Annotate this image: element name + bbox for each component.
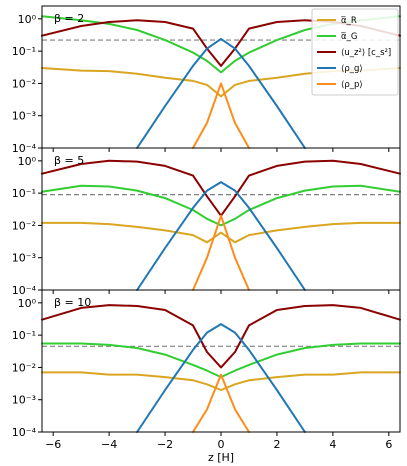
legend-label: α̅_G	[341, 32, 358, 42]
series-line	[192, 82, 250, 149]
panel-2: 10⁻⁴ 10⁻³ 10⁻² 10⁻¹ 10⁰ β = 5	[12, 147, 401, 297]
x-tick-label: 4	[329, 438, 336, 451]
panel-frame	[41, 289, 401, 433]
x-tick-label: −2	[157, 438, 173, 451]
legend: α̅_R α̅_G ⟨u_z²⟩ [c_s²] ⟨ρ_g⟩ ⟨ρ_p⟩	[311, 8, 399, 96]
legend-label: α̅_R	[341, 16, 357, 26]
y-tick-label: 10⁻⁴	[12, 284, 37, 297]
x-axis-title: z [H]	[208, 451, 234, 464]
series-line	[41, 221, 401, 244]
y-tick-label: 10⁰	[18, 13, 37, 26]
panel-label: β = 5	[54, 154, 84, 167]
panel-3: 10⁻⁴ 10⁻³ 10⁻² 10⁻¹ 10⁰ β = 10	[12, 289, 401, 439]
series-line	[41, 184, 401, 227]
y-tick-label: 10⁻³	[12, 252, 36, 265]
series-line	[192, 214, 250, 291]
panel-label: β = 10	[54, 296, 91, 309]
x-tick-label: 0	[218, 438, 225, 451]
y-tick-label: 10⁰	[18, 297, 37, 310]
legend-label: ⟨u_z²⟩ [c_s²]	[341, 48, 391, 58]
y-tick-label: 10⁻⁴	[12, 142, 37, 155]
x-tick-label: −4	[101, 438, 117, 451]
series-line	[41, 371, 401, 391]
series-line	[136, 37, 306, 149]
x-tick-label: −6	[45, 438, 61, 451]
y-tick-label: 10⁻²	[12, 77, 36, 90]
y-tick-label: 10⁻³	[12, 394, 36, 407]
legend-label: ⟨ρ_g⟩	[341, 64, 363, 74]
y-tick-label: 10⁻¹	[12, 45, 36, 58]
y-tick-label: 10⁻¹	[12, 187, 36, 200]
y-tick-label: 10⁻²	[12, 361, 36, 374]
series-line	[41, 159, 401, 217]
legend-box	[311, 8, 399, 96]
y-tick-label: 10⁻³	[12, 110, 36, 123]
series-line	[136, 323, 306, 433]
y-tick-label: 10⁻¹	[12, 329, 36, 342]
y-tick-label: 10⁻²	[12, 219, 36, 232]
legend-label: ⟨ρ_p⟩	[341, 80, 363, 90]
panel-label: β = 2	[54, 12, 84, 25]
series-line	[136, 181, 306, 291]
y-tick-label: 10⁻⁴	[12, 426, 37, 439]
panel-1: 10⁻⁴ 10⁻³ 10⁻² 10⁻¹ 10⁰ β = 2	[12, 5, 401, 155]
y-tick-label: 10⁰	[18, 155, 37, 168]
series-line	[41, 342, 401, 379]
panel-frame	[41, 147, 401, 291]
x-tick-label: 6	[385, 438, 392, 451]
series-line	[192, 373, 250, 433]
series-line	[41, 304, 401, 369]
x-tick-label: 2	[273, 438, 280, 451]
